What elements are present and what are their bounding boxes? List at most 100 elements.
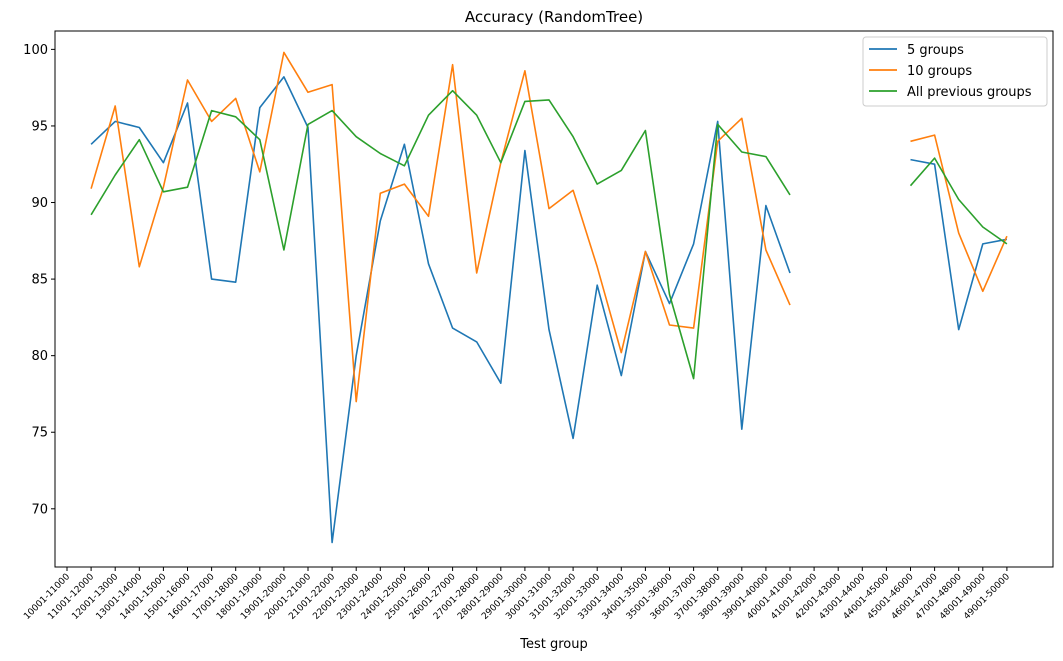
data-point	[331, 541, 333, 543]
data-point	[933, 134, 935, 136]
data-point	[620, 169, 622, 171]
data-point	[283, 76, 285, 78]
data-point	[741, 151, 743, 153]
data-point	[692, 243, 694, 245]
data-point	[331, 109, 333, 111]
data-point	[789, 272, 791, 274]
data-point	[162, 186, 164, 188]
data-point	[476, 114, 478, 116]
data-point	[933, 163, 935, 165]
data-point	[789, 304, 791, 306]
legend-label: 10 groups	[907, 64, 972, 79]
data-point	[114, 120, 116, 122]
x-axis: 10001-1100011001-1200012001-1300013001-1…	[22, 567, 1012, 622]
y-tick-label: 70	[31, 502, 48, 517]
data-point	[524, 70, 526, 72]
data-point	[548, 99, 550, 101]
series-line	[90, 89, 791, 380]
data-point	[114, 174, 116, 176]
series-5-groups	[90, 76, 1008, 544]
data-point	[379, 192, 381, 194]
y-tick-label: 85	[31, 273, 48, 288]
data-point	[186, 102, 188, 104]
data-point	[403, 165, 405, 167]
y-tick-label: 80	[31, 349, 48, 364]
data-point	[644, 250, 646, 252]
data-point	[765, 155, 767, 157]
data-point	[90, 143, 92, 145]
data-point	[451, 90, 453, 92]
data-point	[283, 249, 285, 251]
data-point	[741, 428, 743, 430]
data-point	[307, 91, 309, 93]
data-point	[331, 83, 333, 85]
data-point	[644, 129, 646, 131]
data-point	[138, 139, 140, 141]
data-point	[958, 198, 960, 200]
data-point	[692, 327, 694, 329]
legend-box	[862, 36, 1048, 107]
data-point	[620, 374, 622, 376]
data-point	[909, 185, 911, 187]
data-point	[379, 152, 381, 154]
series-line	[910, 134, 1008, 293]
x-axis-label: Test group	[519, 637, 588, 652]
series-line	[909, 157, 1008, 245]
data-point	[572, 437, 574, 439]
y-tick-label: 100	[23, 43, 48, 58]
data-point	[355, 355, 357, 357]
data-point	[235, 97, 237, 99]
legend: 5 groups 10 groups All previous groups	[862, 36, 1048, 107]
y-tick-label: 90	[31, 196, 48, 211]
data-point	[620, 351, 622, 353]
series-all-previous-groups	[90, 89, 1008, 380]
data-point	[909, 140, 911, 142]
data-point	[1006, 235, 1008, 237]
data-point	[235, 281, 237, 283]
series-layer	[90, 51, 1008, 544]
y-tick-label: 95	[31, 119, 48, 134]
data-point	[548, 328, 550, 330]
data-point	[933, 157, 935, 159]
data-point	[982, 226, 984, 228]
data-point	[259, 106, 261, 108]
data-point	[765, 249, 767, 251]
series-line	[90, 76, 791, 544]
data-point	[982, 243, 984, 245]
data-point	[524, 149, 526, 151]
data-point	[186, 186, 188, 188]
data-point	[355, 400, 357, 402]
data-point	[90, 188, 92, 190]
data-point	[668, 302, 670, 304]
data-point	[114, 105, 116, 107]
y-axis: 70 75 80 85 90 95 100	[23, 43, 55, 517]
data-point	[379, 220, 381, 222]
data-point	[451, 63, 453, 65]
series-line	[90, 51, 791, 403]
data-point	[572, 189, 574, 191]
data-point	[451, 327, 453, 329]
data-point	[741, 117, 743, 119]
data-point	[186, 79, 188, 81]
data-point	[427, 114, 429, 116]
data-point	[210, 109, 212, 111]
data-point	[500, 382, 502, 384]
data-point	[355, 136, 357, 138]
series-line	[910, 158, 1008, 331]
data-point	[596, 284, 598, 286]
data-point	[427, 215, 429, 217]
data-point	[717, 120, 719, 122]
data-point	[162, 162, 164, 164]
data-point	[138, 126, 140, 128]
data-point	[427, 263, 429, 265]
data-point	[138, 266, 140, 268]
data-point	[596, 266, 598, 268]
data-point	[668, 293, 670, 295]
data-point	[476, 341, 478, 343]
legend-label: 5 groups	[907, 43, 964, 58]
data-point	[958, 328, 960, 330]
chart-title: Accuracy (RandomTree)	[465, 8, 643, 26]
data-point	[765, 204, 767, 206]
data-point	[500, 162, 502, 164]
